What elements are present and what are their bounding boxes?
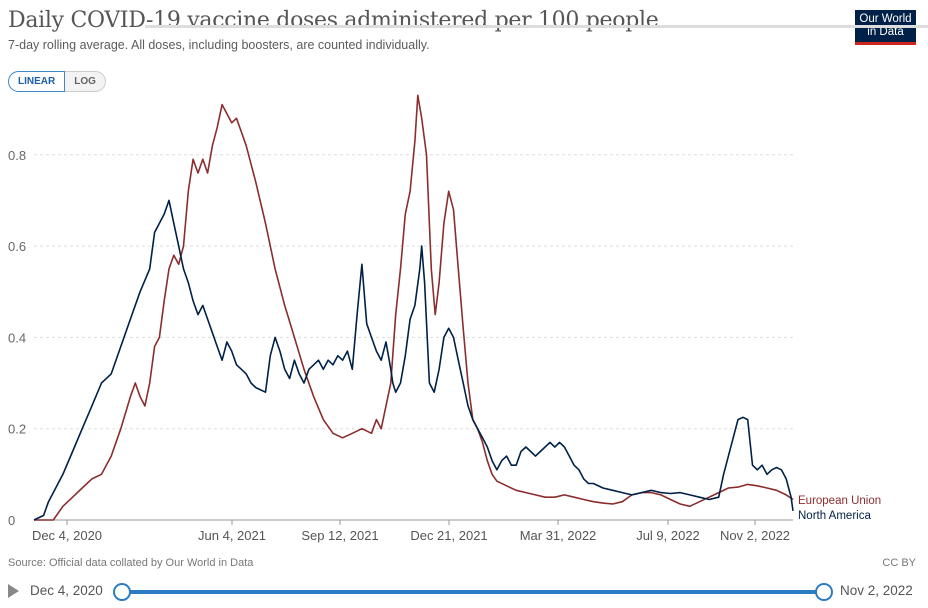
timeline-scroll-track — [145, 25, 928, 28]
y-tick-label: 0.8 — [8, 148, 26, 163]
timeline-start-handle[interactable] — [113, 583, 131, 601]
line-chart: 0 0.2 0.4 0.6 0.8 Dec 4, 2020 Jun 4, 2021 Sep … — [8, 94, 881, 543]
scale-toggle: LINEAR LOG — [8, 71, 106, 92]
series-label-north-america: North America — [798, 510, 871, 522]
y-tick-label: 0.6 — [8, 239, 26, 254]
x-tick-label: Nov 2, 2022 — [720, 528, 790, 543]
x-tick-label: Jul 9, 2022 — [636, 528, 700, 543]
license-note[interactable]: CC BY — [882, 557, 916, 569]
series-label-european-union: European Union — [798, 495, 881, 507]
x-tick-label: Dec 4, 2020 — [32, 528, 102, 543]
logo-line-1: Our World — [859, 13, 912, 25]
x-tick-label: Sep 12, 2021 — [301, 528, 378, 543]
timeline-end-label: Nov 2, 2022 — [840, 583, 913, 598]
x-axis: Dec 4, 2020 Jun 4, 2021 Sep 12, 2021 Dec 21… — [32, 519, 793, 543]
linear-scale-button[interactable]: LINEAR — [8, 71, 66, 92]
chart-title: Daily COVID-19 vaccine doses administere… — [8, 8, 659, 33]
log-scale-button[interactable]: LOG — [65, 71, 106, 92]
timeline-start-label: Dec 4, 2020 — [30, 583, 103, 598]
chart-subtitle: 7-day rolling average. All doses, includ… — [8, 38, 430, 52]
gridlines — [34, 154, 793, 430]
x-tick-label: Jun 4, 2021 — [198, 528, 266, 543]
y-tick-label: 0.2 — [8, 422, 26, 437]
x-tick-label: Dec 21, 2021 — [410, 528, 487, 543]
series-line-north-america — [33, 199, 794, 521]
series-line-european-union — [34, 94, 794, 521]
series-labels: European Union North America — [798, 495, 881, 522]
source-note: Source: Official data collated by Our Wo… — [8, 557, 254, 569]
play-icon[interactable] — [8, 584, 19, 598]
timeline-track[interactable] — [121, 590, 823, 594]
series-lines — [33, 94, 794, 521]
y-axis: 0 0.2 0.4 0.6 0.8 — [8, 148, 26, 528]
y-tick-label: 0.4 — [8, 330, 26, 345]
timeline: Dec 4, 2020 Nov 2, 2022 — [0, 578, 928, 606]
timeline-end-handle[interactable] — [815, 583, 833, 601]
y-tick-label: 0 — [8, 513, 15, 528]
logo-line-2: in Data — [867, 26, 904, 38]
x-tick-label: Mar 31, 2022 — [520, 528, 597, 543]
